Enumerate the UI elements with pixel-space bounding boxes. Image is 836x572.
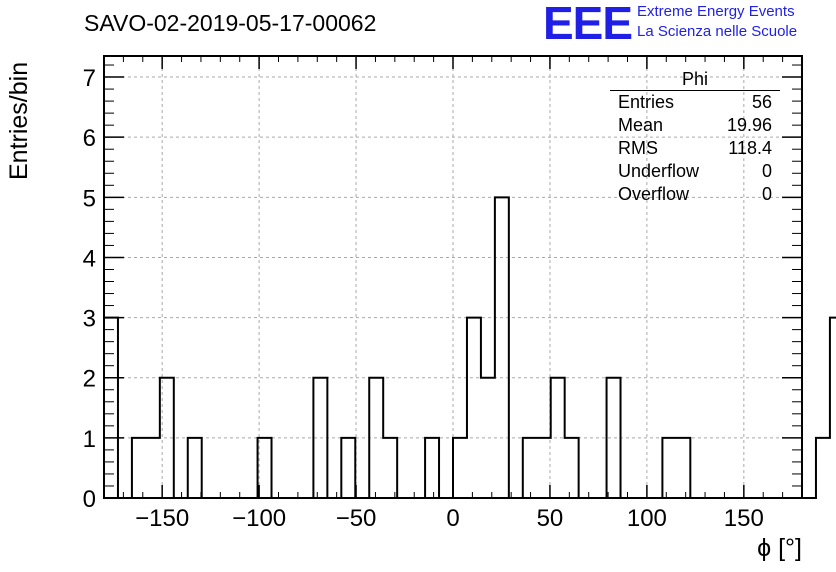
logo-line1: Extreme Energy Events (637, 3, 795, 20)
run-title: SAVO-02-2019-05-17-00062 (84, 10, 377, 36)
stats-row-rms: RMS 118.4 (610, 137, 780, 160)
y-tick-label: 3 (83, 306, 96, 333)
stats-row-entries: Entries 56 (610, 91, 780, 114)
x-tick-label: −100 (232, 505, 286, 532)
histogram-line (104, 196, 836, 499)
x-tick-label: 150 (724, 505, 764, 532)
y-tick-label: 1 (83, 426, 96, 453)
y-tick-label: 7 (83, 65, 96, 92)
x-tick-label: −150 (135, 505, 189, 532)
plot-frame (103, 55, 803, 499)
stats-label: Entries (618, 92, 675, 112)
stats-value: 0 (761, 184, 772, 204)
stats-label: Underflow (618, 161, 700, 181)
tick-labels: −150 −100 −50 0 50 100 150 0 1 2 3 4 5 6 7 (83, 65, 764, 532)
x-axis-label: ϕ [°] (757, 534, 802, 562)
y-tick-label: 0 (83, 486, 96, 513)
stats-value: 118.4 (728, 138, 772, 158)
y-tick-label: 2 (83, 366, 96, 393)
stats-label: RMS (618, 138, 658, 158)
stats-value: 0 (761, 161, 772, 181)
x-tick-label: −50 (336, 505, 377, 532)
stats-title: Phi (610, 68, 780, 91)
stats-label: Overflow (618, 184, 690, 204)
y-axis-label: Entries/bin (5, 61, 33, 180)
stats-value: 19.96 (726, 115, 772, 135)
x-tick-label: 50 (537, 505, 564, 532)
y-tick-label: 5 (83, 185, 96, 212)
stats-row-mean: Mean 19.96 (610, 114, 780, 137)
stats-row-overflow: Overflow 0 (610, 183, 780, 206)
logo-text: Extreme Energy Events La Scienza nelle S… (637, 2, 797, 42)
y-tick-label: 6 (83, 125, 96, 152)
stats-row-underflow: Underflow 0 (610, 160, 780, 183)
y-tick-label: 4 (83, 245, 96, 272)
stats-box: Phi Entries 56 Mean 19.96 RMS 118.4 Underfl… (610, 68, 780, 206)
stats-value: 56 (751, 92, 772, 112)
eee-logo: EEE (543, 0, 633, 49)
x-tick-label: 100 (627, 505, 667, 532)
logo-line2: La Scienza nelle Scuole (637, 23, 798, 40)
x-tick-label: 0 (446, 505, 459, 532)
axis-ticks (104, 56, 802, 499)
stats-label: Mean (618, 115, 664, 135)
